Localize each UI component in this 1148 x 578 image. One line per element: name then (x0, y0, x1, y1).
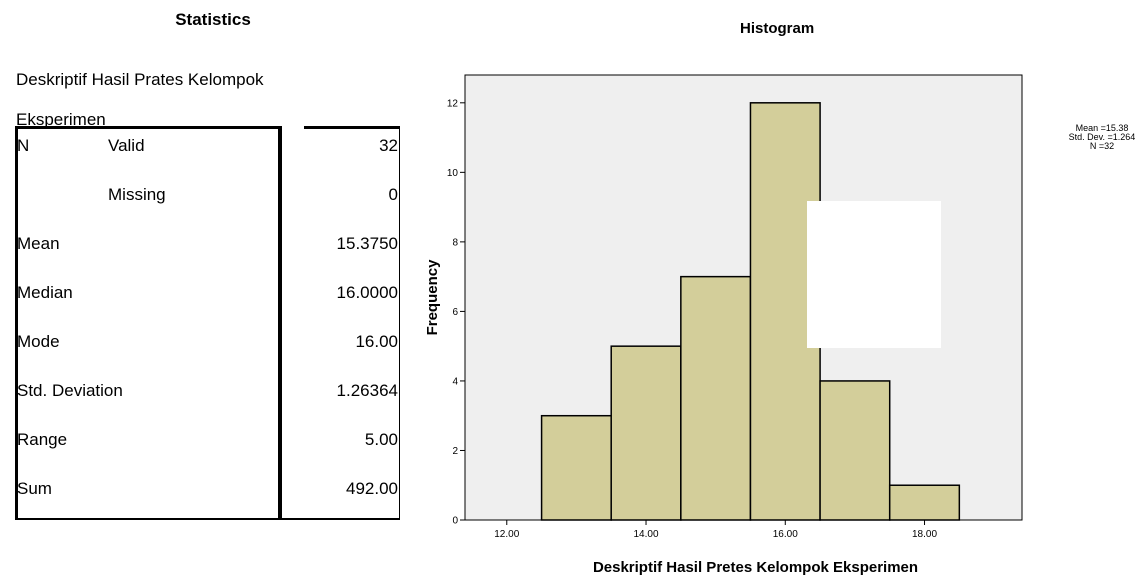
y-tick-label: 0 (452, 516, 458, 527)
histogram-title: Histogram (740, 20, 815, 37)
x-tick-label: 18.00 (912, 529, 937, 540)
y-tick-label: 12 (447, 98, 459, 109)
stat-label: Median (17, 283, 73, 302)
stat-sublabel: Valid (108, 136, 145, 155)
stat-row-median: Median 16.0000 (15, 273, 400, 313)
stats-caption-line-2: Eksperimen (16, 110, 106, 129)
x-tick-label: 16.00 (773, 529, 798, 540)
stats-caption-line-1: Deskriptif Hasil Prates Kelompok (16, 70, 264, 89)
table-border-bottom (15, 518, 400, 520)
y-axis-label: Frequency (424, 259, 441, 336)
legend-n: N =32 (1089, 141, 1115, 151)
stat-row-n-missing: Missing 0 (15, 175, 400, 215)
blank-region (807, 201, 941, 348)
stat-value: 0 (388, 185, 398, 204)
stat-row-mean: Mean 15.3750 (15, 224, 400, 264)
stats-caption: Deskriptif Hasil Prates Kelompok Eksperi… (16, 60, 264, 140)
table-column-divider (278, 126, 282, 520)
table-border-top (304, 126, 400, 129)
histogram-bar (888, 484, 961, 521)
stat-label: N (17, 136, 30, 155)
legend-std-dev: Std. Dev. =1.264 (1068, 132, 1136, 142)
table-border-right (399, 126, 400, 520)
stat-label: Mean (17, 234, 60, 253)
stats-title: Statistics (175, 10, 251, 29)
stat-row-sum: Sum 492.00 (15, 469, 400, 509)
histogram-bar (610, 345, 682, 521)
stat-row-mode: Mode 16.00 (15, 322, 400, 362)
stat-label: Range (17, 430, 68, 449)
stat-label: Std. Deviation (17, 381, 123, 400)
stat-row-std-deviation: Std. Deviation 1.26364 (15, 371, 400, 411)
x-axis-label: Deskriptif Hasil Pretes Kelompok Eksperi… (593, 559, 918, 576)
y-tick-label: 4 (452, 376, 458, 387)
x-tick-label: 14.00 (634, 529, 659, 540)
y-tick-label: 8 (452, 237, 458, 248)
histogram-bar (819, 380, 891, 521)
stat-label: Mode (17, 332, 60, 351)
stat-value: 5.00 (364, 430, 398, 449)
stat-row-n-valid: N Valid 32 (15, 126, 400, 166)
stat-row-range: Range 5.00 (15, 420, 400, 460)
chart-legend: Mean =15.38 Std. Dev. =1.264 N =32 (1060, 124, 1144, 151)
histogram-bar (540, 414, 612, 521)
histogram-bar (680, 275, 752, 521)
stat-value: 1.26364 (336, 381, 398, 400)
legend-mean: Mean =15.38 (1075, 123, 1129, 133)
stat-value: 492.00 (346, 479, 398, 498)
stat-sublabel: Missing (108, 185, 166, 204)
table-border-top (15, 126, 280, 129)
x-tick-label: 12.00 (494, 529, 519, 540)
stat-value: 15.3750 (336, 234, 398, 253)
y-tick-label: 2 (452, 446, 458, 457)
stat-value: 16.0000 (336, 283, 398, 302)
stat-label: Sum (17, 479, 52, 498)
stats-table: N Valid 32 Missing 0 Mean 15.3750 Median… (15, 126, 400, 520)
y-tick-label: 10 (447, 168, 459, 179)
table-border-left (15, 126, 18, 520)
stat-value: 32 (379, 136, 398, 155)
y-tick-label: 6 (452, 307, 458, 318)
stat-value: 16.00 (355, 332, 398, 351)
